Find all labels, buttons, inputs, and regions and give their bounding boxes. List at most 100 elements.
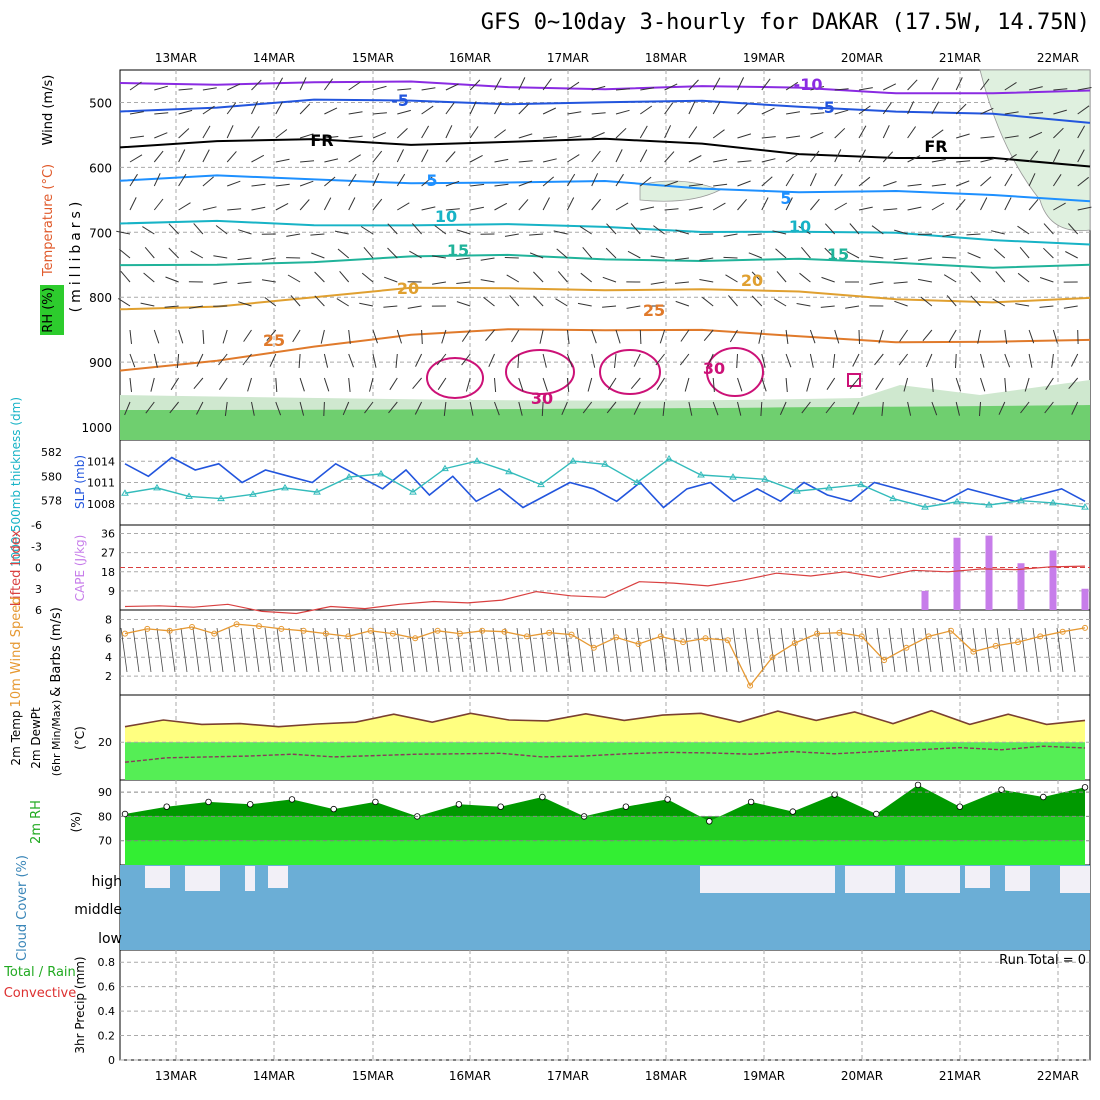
thickness-point (569, 457, 577, 464)
wind-barb (701, 296, 714, 307)
wind-barb (372, 329, 378, 344)
wind-barb (1028, 198, 1039, 211)
surface-wind-barb (624, 627, 632, 673)
wind-barb (796, 303, 811, 307)
wind-barb (1015, 303, 1030, 307)
wind-barb (1028, 150, 1038, 163)
wind-barb (980, 197, 988, 211)
wind-barb (461, 329, 471, 342)
wind-barb (918, 278, 932, 283)
wind-barb (363, 246, 374, 259)
wind-barb (299, 377, 305, 392)
surface-wind-barb (600, 627, 608, 673)
wind-barb (633, 401, 641, 415)
y-tick-label-wind: 8 (105, 613, 112, 626)
wind-barb (299, 77, 307, 91)
wind-barb (1039, 305, 1054, 308)
wind-barb (178, 173, 187, 187)
wind-barb (480, 257, 495, 261)
wind-barb (445, 125, 453, 139)
y-tick-label-cape: 9 (108, 585, 115, 598)
wind-barb (470, 206, 485, 211)
rh-shading-upper (979, 69, 1091, 232)
wind-barb (494, 401, 500, 416)
wind-barb (118, 248, 131, 259)
panel-frame-wind (119, 609, 1091, 696)
wind-barb (955, 103, 967, 115)
wind-barb (311, 252, 325, 259)
wind-speed-point (1037, 633, 1044, 640)
wind-barb (300, 160, 315, 163)
surface-wind-barb (840, 627, 848, 673)
wind-barb (825, 401, 836, 414)
surface-wind-barb (744, 627, 752, 673)
surface-wind-barb (504, 627, 512, 673)
wind-barb (432, 255, 446, 259)
wind-barb (1028, 86, 1043, 91)
wind-barb (372, 112, 387, 115)
wind-barb (470, 183, 485, 187)
wind-barb (567, 154, 580, 163)
thickness-point (601, 460, 609, 467)
wind-barb (824, 223, 836, 235)
wind-barb (542, 197, 550, 211)
surface-wind-barb (936, 627, 944, 673)
wind-barb (1053, 88, 1068, 91)
wind-speed-point (211, 630, 218, 637)
wind-barb (164, 305, 179, 308)
wind-speed-point (322, 630, 329, 637)
cloud-clear-gap (845, 866, 895, 893)
wind-barb (456, 229, 471, 235)
surface-wind-barb (420, 627, 428, 673)
wind-barb (193, 223, 204, 235)
wind-barb (506, 274, 520, 283)
rh-band-low (125, 840, 1085, 865)
wind-barb (542, 158, 557, 163)
wind-barb (196, 401, 204, 415)
wind-barb (883, 208, 898, 211)
wind-barb (688, 101, 696, 115)
wind-barb (251, 401, 255, 416)
rh-shading-surface (120, 405, 1090, 440)
wind-barb (956, 160, 971, 163)
thickness-point (121, 489, 129, 496)
y-axis-label-cape: CAPE (J/kg) (73, 535, 87, 602)
wind-barb (178, 202, 191, 211)
wind-barb (129, 329, 132, 344)
wind-barb (238, 301, 252, 307)
y-tick-label-pressure: 800 (89, 291, 112, 305)
surface-wind-barb (816, 627, 824, 673)
rh-point (1040, 793, 1047, 801)
wind-barb (387, 247, 398, 259)
wind-barb (942, 256, 957, 259)
wind-barb (566, 173, 576, 187)
wind-barb (323, 197, 332, 211)
surface-wind-barb (120, 627, 128, 673)
wind-barb (372, 198, 383, 211)
thickness-point (1017, 496, 1025, 504)
wind-barb (242, 353, 252, 366)
wind-speed-point (122, 630, 128, 637)
wind-barb (980, 78, 990, 91)
x-tick-label-bottom: 16MAR (449, 1069, 491, 1083)
wind-barb (858, 105, 871, 115)
wind-barb (869, 255, 884, 259)
wind-barb (1077, 149, 1085, 163)
wind-barb (168, 223, 179, 235)
surface-wind-barb (360, 627, 368, 673)
isotherm-line (119, 137, 1091, 168)
wind-barb (129, 377, 132, 392)
wind-barb (290, 295, 301, 307)
wind-barb (834, 329, 840, 344)
wind-barb (1024, 377, 1030, 392)
wind-barb (970, 271, 981, 283)
wind-barb (153, 173, 161, 187)
rh-point (622, 803, 630, 810)
wind-barb (518, 160, 533, 163)
wind-barb (626, 305, 641, 309)
wind-barb (494, 377, 497, 393)
wind-barb (579, 225, 592, 235)
wind-barb (832, 353, 836, 368)
y-tick-label-wind: 2 (105, 670, 112, 683)
y-tick-label-precip: 0.8 (98, 956, 116, 969)
